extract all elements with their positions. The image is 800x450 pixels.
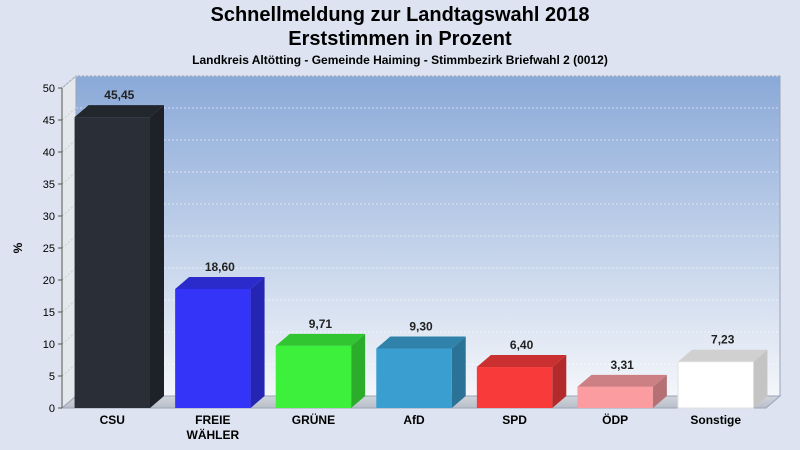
- gridline-side: [61, 299, 77, 313]
- gridline-side: [61, 75, 77, 89]
- bar-side: [552, 355, 567, 408]
- bar-top: [376, 336, 466, 349]
- gridline-side: [61, 331, 77, 345]
- bar-top: [476, 355, 567, 368]
- bar-side: [351, 333, 366, 408]
- bar-front: [175, 288, 251, 408]
- y-tick-label: 40: [43, 147, 55, 159]
- bars: [74, 105, 768, 409]
- labels: 0 5 10 15 20 25 30 35 40 45 50% 45,45 CSU 18,60 FREIEW…: [11, 83, 741, 442]
- bar-top: [678, 349, 768, 362]
- bar-side: [451, 336, 466, 408]
- bar-top: [74, 105, 164, 118]
- bar-value-label: 6,40: [510, 338, 534, 352]
- bar: [376, 336, 466, 408]
- y-tick-label: 50: [43, 83, 55, 95]
- bar: [175, 276, 265, 408]
- bar-front: [577, 386, 653, 408]
- bar-side: [753, 349, 768, 408]
- bar-value-label: 7,23: [711, 333, 735, 347]
- bar-front: [677, 361, 754, 409]
- bar-value-label: 45,45: [104, 88, 134, 102]
- bar: [275, 333, 366, 408]
- gridline-side: [61, 171, 77, 185]
- chart-header: Schnellmeldung zur Landtagswahl 2018 Ers…: [0, 0, 800, 68]
- bar-front: [476, 367, 553, 408]
- y-tick-label: 15: [43, 307, 55, 319]
- bar: [677, 349, 768, 409]
- bar-value-label: 9,30: [409, 319, 433, 333]
- x-category-label: Sonstige: [690, 413, 741, 427]
- y-tick-label: 0: [49, 403, 55, 415]
- x-category-label: WÄHLER: [187, 427, 240, 442]
- x-category-label: FREIE: [195, 413, 230, 427]
- bar-side: [150, 105, 164, 409]
- bar-front: [376, 348, 452, 408]
- bar-top: [577, 374, 667, 387]
- gridline-side: [61, 107, 77, 121]
- chart-title: Schnellmeldung zur Landtagswahl 2018: [210, 4, 590, 26]
- bar-front: [275, 345, 352, 408]
- y-tick-label: 45: [43, 115, 55, 127]
- bar-side: [250, 276, 265, 408]
- bar: [74, 105, 164, 409]
- y-tick-label: 20: [43, 275, 55, 287]
- bar-value-label: 9,71: [309, 317, 333, 331]
- bar-value-label: 18,60: [205, 260, 235, 274]
- chart-subtitle-main: Erststimmen in Prozent: [288, 28, 512, 50]
- gridline-side: [61, 203, 77, 217]
- y-tick-label: 5: [49, 371, 55, 383]
- y-tick-label: 25: [43, 243, 55, 255]
- bar-front: [74, 117, 150, 409]
- bar: [476, 355, 567, 408]
- y-tick-label: 30: [43, 211, 55, 223]
- y-tick-label: 10: [43, 339, 55, 351]
- y-tick-label: 35: [43, 179, 55, 191]
- gridline-side: [61, 267, 77, 281]
- bar-side: [652, 374, 667, 408]
- gridline-side: [61, 235, 77, 249]
- y-axis-label: %: [11, 242, 25, 253]
- bar-top: [275, 333, 366, 346]
- x-category-label: AfD: [403, 413, 425, 427]
- gridline-side: [61, 363, 77, 377]
- chart-subtitle: Landkreis Altötting - Gemeinde Haiming -…: [192, 53, 608, 67]
- bar: [577, 374, 667, 408]
- bar-top: [175, 276, 265, 289]
- x-category-label: CSU: [100, 413, 125, 427]
- x-category-label: SPD: [502, 413, 527, 427]
- gridline-side: [61, 139, 77, 153]
- bar-value-label: 3,31: [610, 358, 634, 372]
- x-category-label: ÖDP: [602, 412, 628, 427]
- x-category-label: GRÜNE: [292, 412, 335, 427]
